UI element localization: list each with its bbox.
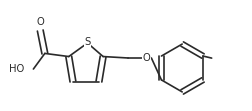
- Text: S: S: [84, 37, 91, 47]
- Text: O: O: [143, 53, 151, 63]
- Text: HO: HO: [9, 64, 24, 74]
- Text: O: O: [36, 17, 44, 27]
